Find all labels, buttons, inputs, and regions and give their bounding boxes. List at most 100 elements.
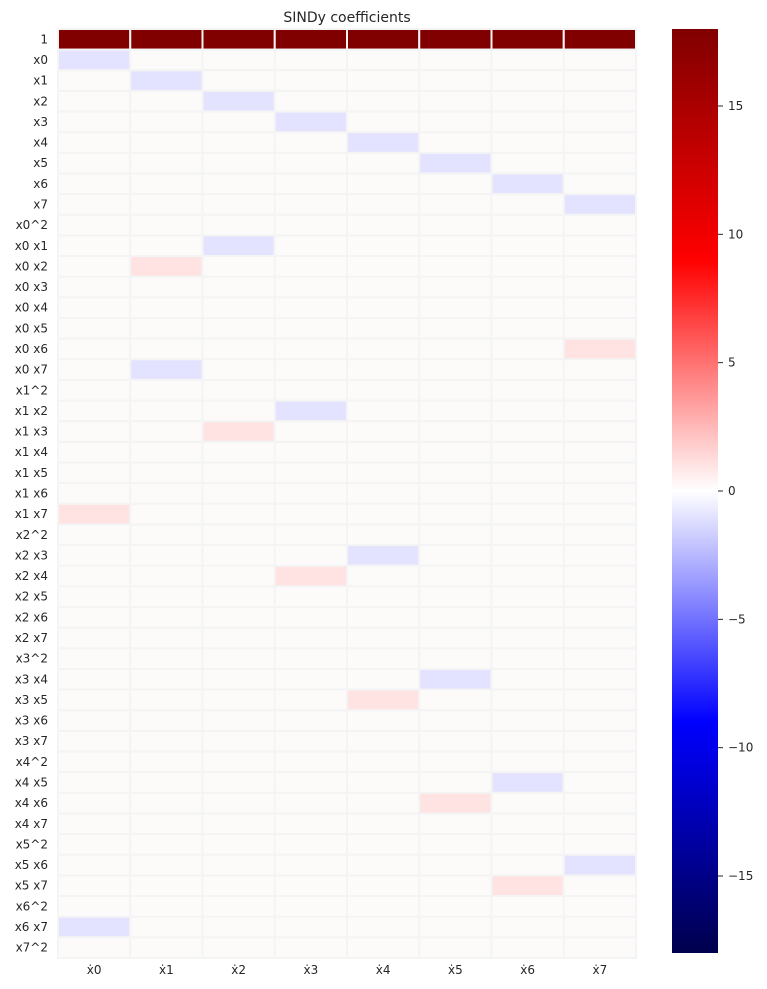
row-label: x0^2 [16, 218, 48, 232]
heatmap-cell [273, 853, 348, 877]
heatmap-cell [273, 895, 348, 918]
heatmap-cell [129, 193, 204, 216]
heatmap-cell [346, 440, 421, 464]
heatmap-cell [562, 461, 637, 485]
heatmap-cell [346, 502, 421, 526]
heatmap-cell [346, 750, 421, 774]
row-label: x1 x4 [15, 445, 48, 459]
heatmap-cell [346, 378, 421, 402]
heatmap-cell [346, 833, 421, 856]
heatmap-cell [346, 667, 421, 691]
heatmap-cell [346, 131, 421, 154]
heatmap-cell [201, 461, 276, 485]
heatmap-cell [418, 895, 493, 918]
heatmap-cell [418, 812, 493, 836]
heatmap-cell [562, 502, 637, 526]
colorbar-tick-label: −15 [728, 869, 753, 883]
heatmap-cell [273, 833, 348, 856]
heatmap-cell [129, 89, 204, 113]
heatmap-cell [129, 936, 204, 959]
heatmap-cell [129, 709, 204, 732]
heatmap-cell [562, 585, 637, 609]
heatmap-cell [418, 358, 493, 381]
heatmap-cell [562, 729, 637, 753]
heatmap-cell [346, 461, 421, 485]
heatmap-cell [129, 729, 204, 753]
heatmap-cell [346, 523, 421, 547]
heatmap-cell [418, 936, 493, 959]
heatmap-cell [490, 48, 565, 72]
heatmap-cell [418, 48, 493, 72]
heatmap-cell [490, 606, 565, 629]
heatmap-cell [129, 275, 204, 299]
heatmap-cell [129, 234, 204, 258]
heatmap-cell [346, 564, 421, 588]
heatmap-cell [57, 688, 132, 712]
heatmap-cell [346, 255, 421, 278]
heatmap-cell [490, 317, 565, 340]
heatmap-cell [418, 317, 493, 340]
heatmap-cell [57, 482, 132, 505]
heatmap-cell [562, 172, 637, 196]
heatmap-cell [418, 110, 493, 134]
heatmap-cell [273, 606, 348, 629]
heatmap-cell [418, 853, 493, 877]
heatmap-cell [273, 729, 348, 753]
row-label: x1^2 [16, 383, 48, 397]
row-label: x0 x3 [15, 280, 48, 294]
heatmap-cell [418, 833, 493, 856]
heatmap-cell [418, 69, 493, 92]
heatmap-cell [562, 378, 637, 402]
row-label: x5^2 [16, 837, 48, 851]
heatmap-cell [490, 110, 565, 134]
colorbar-tick-label: 0 [728, 484, 736, 498]
heatmap-cell [346, 420, 421, 443]
heatmap-cell [562, 812, 637, 836]
heatmap-cell [490, 709, 565, 732]
heatmap-cell [201, 647, 276, 670]
heatmap-cell [562, 771, 637, 794]
heatmap-cell [490, 874, 565, 898]
heatmap-cell [201, 193, 276, 216]
heatmap-cell [129, 482, 204, 505]
colorbar-tick-label: −5 [728, 612, 746, 626]
heatmap-cell [490, 69, 565, 92]
heatmap-cell [562, 399, 637, 423]
heatmap-cell [562, 626, 637, 650]
heatmap-cell [57, 791, 132, 815]
heatmap-cell [418, 544, 493, 567]
heatmap-cell [273, 812, 348, 836]
heatmap-cell [490, 213, 565, 237]
heatmap-cell [490, 28, 565, 51]
row-label: 1 [40, 32, 48, 46]
row-label: x0 x6 [15, 342, 48, 356]
heatmap-cell [201, 317, 276, 340]
heatmap-cell [490, 193, 565, 216]
heatmap-cell [418, 667, 493, 691]
heatmap-cell [490, 833, 565, 856]
heatmap-cell [129, 69, 204, 92]
heatmap-cell [490, 296, 565, 320]
heatmap-cell [273, 626, 348, 650]
heatmap-cell [201, 833, 276, 856]
heatmap-cell [273, 110, 348, 134]
heatmap-cell [57, 358, 132, 381]
heatmap-cell [201, 667, 276, 691]
heatmap-cell [562, 69, 637, 92]
row-label: x3 x7 [15, 734, 48, 748]
heatmap-cell [418, 874, 493, 898]
heatmap-cell [490, 936, 565, 959]
heatmap-cell [418, 729, 493, 753]
heatmap-cell [346, 812, 421, 836]
colorbar-tick-label: 5 [728, 356, 736, 370]
heatmap-cell [57, 234, 132, 258]
heatmap-cell [490, 358, 565, 381]
heatmap-cell [57, 48, 132, 72]
row-label: x5 x6 [15, 858, 48, 872]
heatmap-cell [418, 750, 493, 774]
heatmap-cell [273, 647, 348, 670]
heatmap-cell [490, 564, 565, 588]
heatmap-cell [346, 213, 421, 237]
heatmap-cell [346, 317, 421, 340]
heatmap-cell [490, 378, 565, 402]
